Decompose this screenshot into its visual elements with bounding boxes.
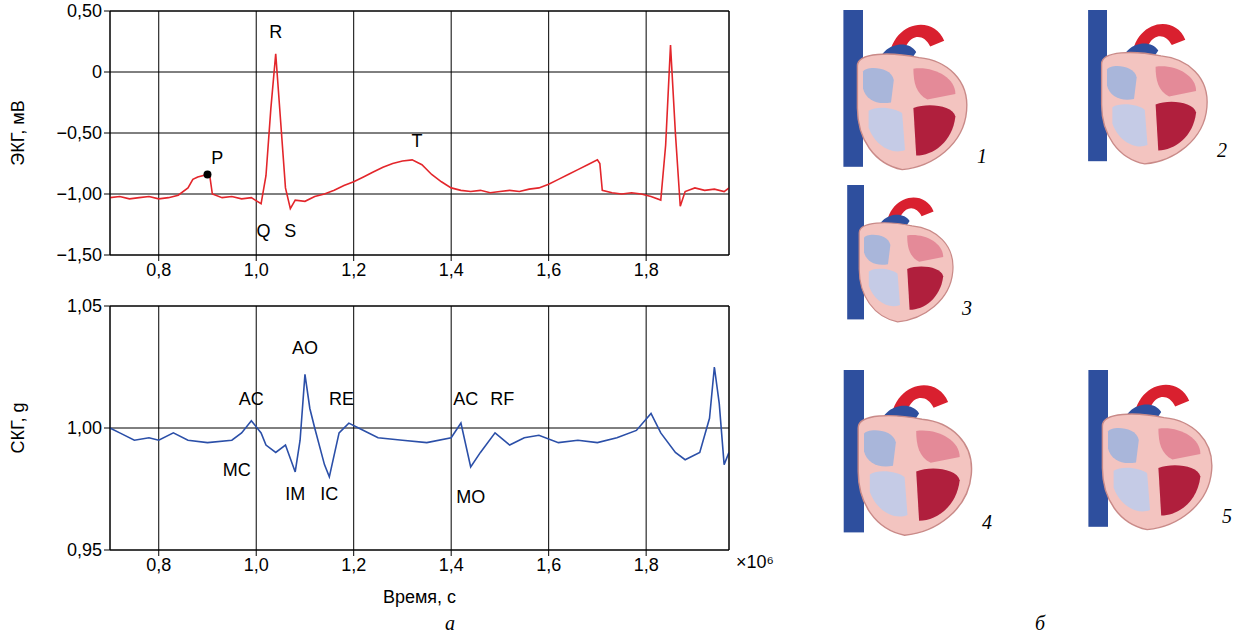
svg-text:RF: RF — [490, 389, 514, 409]
svg-text:0,8: 0,8 — [146, 555, 171, 575]
svg-text:1,00: 1,00 — [67, 418, 102, 438]
svg-text:S: S — [284, 221, 296, 241]
svg-text:0,95: 0,95 — [67, 540, 102, 560]
svg-text:MO: MO — [456, 487, 485, 507]
html-text:×10⁶: ×10⁶ — [736, 552, 774, 572]
svg-text:1,0: 1,0 — [244, 555, 269, 575]
svg-text:1,0: 1,0 — [244, 260, 269, 280]
svg-text:P: P — [211, 148, 223, 168]
svg-text:R: R — [269, 22, 282, 42]
svg-text:1,4: 1,4 — [439, 260, 464, 280]
html-text:а: а — [445, 612, 455, 634]
svg-text:СКГ, g: СКГ, g — [8, 402, 28, 453]
svg-text:0,50: 0,50 — [67, 1, 102, 21]
svg-text:0: 0 — [92, 62, 102, 82]
svg-text:IC: IC — [320, 484, 338, 504]
svg-text:AC: AC — [239, 389, 264, 409]
svg-text:Q: Q — [257, 221, 271, 241]
svg-text:1,6: 1,6 — [536, 555, 561, 575]
html-text:5: 5 — [1222, 505, 1232, 527]
svg-text:T: T — [412, 131, 423, 151]
html-text:3: 3 — [962, 297, 972, 319]
html-text:1: 1 — [977, 145, 987, 167]
svg-text:ЭКГ, мВ: ЭКГ, мВ — [8, 100, 28, 165]
svg-text:−1,00: −1,00 — [56, 184, 102, 204]
svg-text:−0,50: −0,50 — [56, 123, 102, 143]
html-text:2: 2 — [1217, 139, 1227, 162]
svg-text:1,8: 1,8 — [634, 555, 659, 575]
svg-text:AO: AO — [292, 338, 318, 358]
svg-text:1,2: 1,2 — [341, 555, 366, 575]
svg-text:−1,50: −1,50 — [56, 245, 102, 265]
svg-text:0,8: 0,8 — [146, 260, 171, 280]
svg-text:RE: RE — [329, 389, 354, 409]
svg-text:1,8: 1,8 — [634, 260, 659, 280]
svg-text:1,6: 1,6 — [536, 260, 561, 280]
html-text:б: б — [1035, 612, 1046, 634]
svg-text:1,4: 1,4 — [439, 555, 464, 575]
svg-text:MC: MC — [223, 460, 251, 480]
svg-text:IM: IM — [285, 484, 305, 504]
svg-text:1,2: 1,2 — [341, 260, 366, 280]
svg-text:Время, с: Время, с — [383, 587, 456, 607]
svg-text:AC: AC — [453, 389, 478, 409]
html-text:4: 4 — [982, 510, 992, 533]
svg-text:1,05: 1,05 — [67, 296, 102, 316]
